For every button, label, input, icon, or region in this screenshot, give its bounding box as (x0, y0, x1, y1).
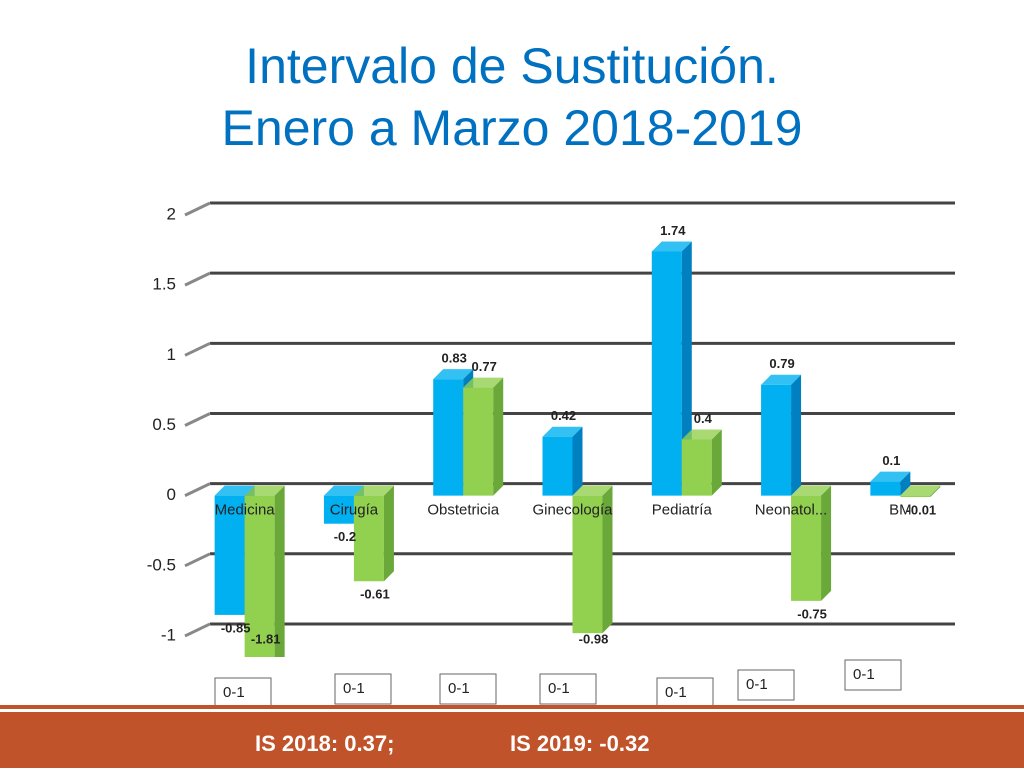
bar (244, 495, 275, 657)
annotation: 0-1 (665, 684, 687, 701)
bar (433, 379, 464, 496)
bar-top (542, 426, 583, 437)
y-tick-label: 2 (167, 204, 176, 223)
y-tick-label: 1.5 (152, 275, 176, 294)
data-label: -0.75 (797, 606, 827, 621)
bar-top (681, 429, 722, 440)
y-tick-label: 0 (167, 485, 176, 504)
bar (651, 251, 682, 496)
data-label: 0.77 (472, 359, 497, 374)
grid-line-depth (184, 482, 211, 497)
bar-side (930, 485, 941, 498)
grid-line-depth (184, 271, 211, 287)
title-line: Intervalo de Sustitución. (245, 38, 779, 94)
annotation-box (439, 673, 497, 705)
bar-side (493, 377, 504, 496)
grid-line-depth (184, 201, 211, 217)
data-label: 0.42 (551, 408, 576, 423)
bar (761, 384, 792, 496)
bar-top (353, 485, 394, 496)
annotation: 0-1 (746, 676, 768, 693)
grid-line-depth (184, 622, 211, 638)
footer-text: IS 2019: -0.32 (510, 731, 649, 756)
bar-side (711, 429, 722, 496)
bar-side (821, 485, 832, 601)
bar (681, 439, 712, 496)
bar (572, 495, 603, 634)
data-label: 0.1 (882, 453, 900, 468)
data-label: 0.83 (442, 351, 467, 366)
footer-bar (0, 712, 1024, 768)
data-label: -0.98 (579, 631, 609, 646)
annotation-box (334, 673, 392, 705)
annotation: 0-1 (548, 680, 570, 697)
annotation-box (844, 659, 902, 691)
title-line: Enero a Marzo 2018-2019 (222, 100, 803, 156)
annotation-box (214, 677, 272, 709)
grid-line-depth (184, 341, 211, 357)
bar (791, 495, 822, 601)
bar-top (433, 369, 474, 380)
bar (870, 481, 901, 496)
bar (353, 495, 384, 582)
x-tick-label: Neonatol... (755, 502, 828, 519)
bar-top (463, 377, 504, 388)
bar (900, 495, 931, 498)
data-label: 0.4 (694, 411, 713, 426)
data-label: -0.61 (360, 587, 390, 602)
grid-line-depth (184, 412, 211, 427)
x-tick-label: Ginecología (532, 502, 613, 519)
bar (214, 495, 245, 615)
bar-top (900, 485, 941, 496)
x-tick-label: Pediatría (652, 502, 713, 519)
footer-text: IS 2018: 0.37; (255, 731, 394, 756)
bar-top (651, 241, 692, 252)
y-tick-label: -1 (161, 625, 176, 644)
bar-side (274, 485, 285, 657)
bar-side (602, 485, 613, 634)
footer-rule (0, 705, 1024, 709)
bar-top (791, 485, 832, 496)
bar (542, 436, 573, 496)
data-label: 1.74 (660, 223, 686, 238)
bar-side (791, 374, 802, 496)
bar-top (323, 485, 364, 496)
bar-top (572, 485, 613, 496)
annotation-box (656, 677, 714, 709)
bar (463, 387, 494, 496)
bar-top (761, 374, 802, 385)
bar (323, 495, 354, 524)
annotation: 0-1 (853, 666, 875, 683)
bars (214, 241, 941, 657)
data-label: -0.85 (221, 620, 251, 635)
labels: -1 -0.5 0 0.5 1 1.5 2 -0.85-1.81 Medicina -0.2 -0.… (147, 204, 937, 709)
grid-line-depth (184, 552, 211, 568)
bar-top (244, 485, 285, 496)
bar-side (383, 485, 394, 582)
data-label: -0.01 (907, 502, 937, 517)
annotation: 0-1 (223, 684, 245, 701)
annotation-box (737, 669, 795, 701)
annotation: 0-1 (343, 680, 365, 697)
y-tick-label: 1 (167, 345, 176, 364)
y-tick-label: -0.5 (147, 555, 176, 574)
bar-top (214, 485, 255, 496)
y-tick-label: 0.5 (152, 415, 176, 434)
x-tick-label: Medicina (215, 502, 276, 519)
x-tick-label: Cirugía (330, 502, 379, 519)
bar-side (572, 426, 583, 496)
data-label: -1.81 (251, 631, 281, 646)
annotation: 0-1 (448, 680, 470, 697)
x-tick-label: BM (889, 502, 912, 519)
bar-side (900, 471, 911, 496)
x-tick-label: Obstetricia (427, 502, 499, 519)
data-label: -0.2 (334, 529, 356, 544)
bar-top (870, 471, 911, 482)
annotation-box (539, 673, 597, 705)
data-label: 0.79 (769, 356, 794, 371)
